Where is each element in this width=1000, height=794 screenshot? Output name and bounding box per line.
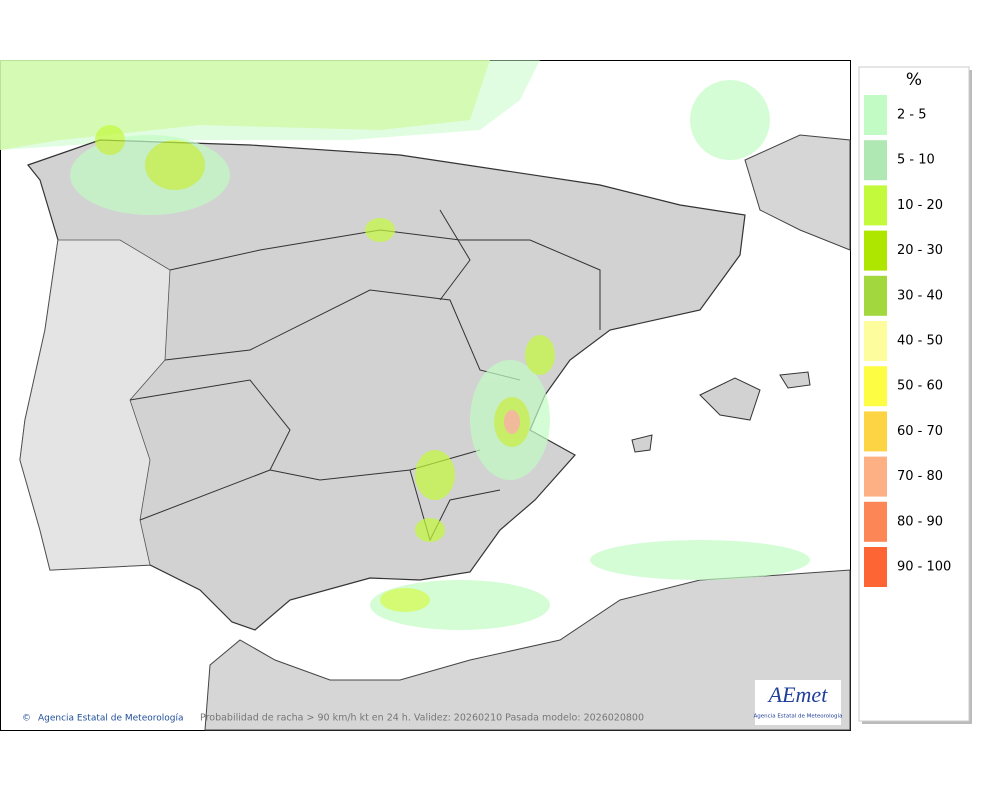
credit: Agencia Estatal de Meteorología [38,714,184,724]
legend-label: 80 - 90 [897,514,943,529]
africa [204,569,851,731]
logo-box [755,680,841,725]
legend-swatch [864,501,887,542]
menorca [779,371,811,389]
legend-label: 10 - 20 [897,198,943,213]
legend-label: 40 - 50 [897,334,943,349]
legend-swatch [864,95,887,135]
legend-label: 50 - 60 [897,379,943,394]
legend-label: 90 - 100 [897,560,951,575]
legend-swatch [864,411,887,452]
probability-areas [70,80,810,630]
france [744,134,851,251]
sea-probability [0,60,540,150]
legend-swatch [864,456,887,497]
copyright: © [22,714,31,724]
legend-label: 70 - 80 [897,469,943,484]
legend-label: 60 - 70 [897,424,943,439]
legend-swatch [864,230,887,271]
map: © Agencia Estatal de Meteorología Probab… [0,60,851,731]
legend-swatch [864,185,887,226]
legend-swatch [864,275,887,316]
legend-swatch [864,140,887,181]
legend: % 2 - 5 5 - 10 10 - 20 20 - 30 30 - 40 40 - 5… [858,66,972,724]
legend-label: 5 - 10 [897,153,935,168]
mallorca [699,377,761,421]
logo-subtitle: Agencia Estatal de Meteorología [754,713,843,720]
legend-swatch [864,366,887,407]
portugal [19,239,171,571]
caption: Probabilidad de racha > 90 km/h kt en 24… [200,713,644,724]
logo: AEmet [767,682,829,707]
legend-label: 30 - 40 [897,288,943,303]
legend-label: 2 - 5 [897,108,927,123]
region-borders [129,209,601,542]
legend-swatch [864,321,887,361]
legend-swatch [864,547,887,587]
ibiza [631,434,653,453]
legend-title: % [906,70,922,90]
legend-label: 20 - 30 [897,243,943,258]
